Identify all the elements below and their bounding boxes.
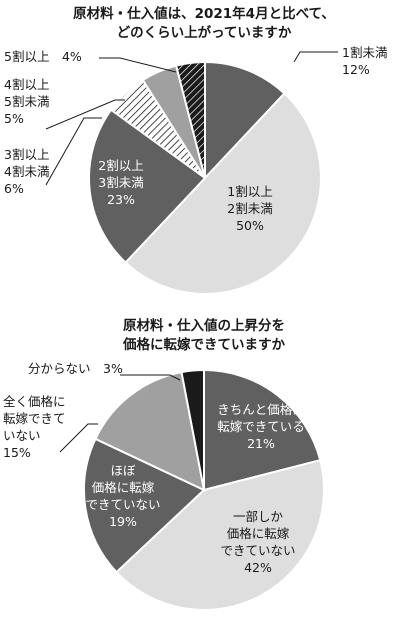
chart-1-label-3-line-3: 23%: [107, 192, 135, 207]
chart-1-title-line-1: 原材料・仕入値は、2021年4月と比べて、: [73, 5, 335, 22]
chart-2-leader-lines: [59, 374, 181, 453]
chart-2-label-1-line-3: 21%: [247, 436, 275, 451]
chart-2-slice-2: [115, 458, 325, 611]
chart-1-slice-2: [124, 92, 322, 295]
chart-2-slice-1: [203, 368, 322, 492]
chart-2-title-line-1: 原材料・仕入値の上昇分を: [123, 317, 285, 334]
chart-1-labels: 1割未満 12% 1割以上 2割未満 50% 2割以上 3割未満 23% 3割以上 4割未満 6% 4…: [4, 45, 387, 233]
chart-1-slice-1: [204, 60, 286, 181]
chart-1-label-5-line-3: 5%: [4, 111, 24, 126]
chart-2-label-3-line-2: 価格に転嫁: [92, 480, 155, 495]
chart-1-slice-6: [174, 60, 206, 179]
chart-1-leader-lines: [45, 51, 338, 186]
chart-1-label-4-line-3: 6%: [4, 181, 24, 196]
chart-1-leader-4: [45, 117, 102, 186]
chart-1-leader-6: [99, 57, 177, 73]
chart-2-leader-4: [59, 423, 98, 453]
chart-1-label-3-line-2: 3割未満: [98, 175, 143, 190]
chart-2-label-4-line-2: 転嫁できて: [3, 411, 66, 426]
chart-2-label-3-line-4: 19%: [109, 514, 137, 529]
chart-1-slice-3: [88, 108, 207, 264]
chart-2-label-3-line-1: ほぼ: [110, 463, 136, 478]
chart-1-slices: [88, 60, 322, 295]
chart-1-title-line-2: どのくらい上がっていますか: [117, 24, 292, 41]
chart-1-label-2-line-1: 1割以上: [227, 184, 272, 199]
chart-1-label-6: 5割以上 4%: [4, 49, 82, 64]
chart-1-label-5-line-2: 5割未満: [4, 94, 49, 109]
chart-2-label-4-line-3: いない: [3, 428, 41, 443]
chart-1-label-5-line-1: 4割以上: [4, 77, 49, 92]
chart-1-label-2-line-3: 50%: [236, 218, 264, 233]
chart-1-label-1-line-1: 1割未満: [342, 45, 387, 60]
chart-2-label-2-line-2: 価格に転嫁: [227, 526, 290, 541]
chart-2-label-1-line-2: 転嫁できている: [217, 419, 305, 434]
chart-2-title-line-2: 価格に転嫁できていますか: [122, 336, 285, 353]
chart-1-leader-1: [293, 51, 338, 63]
chart-2: 原材料・仕入値の上昇分を 価格に転嫁できていますか きちんと価格に転嫁できている…: [3, 317, 325, 611]
chart-2-slice-3: [83, 437, 206, 574]
chart-2-label-2-line-4: 42%: [244, 560, 272, 575]
chart-2-label-4-line-1: 全く価格に: [3, 394, 66, 409]
chart-1-label-1-line-2: 12%: [342, 62, 370, 77]
chart-2-label-2-line-1: 一部しか: [233, 509, 284, 524]
chart-2-slice-4: [94, 370, 206, 492]
chart-2-label-2-line-3: できていない: [220, 543, 295, 558]
chart-1-label-4-line-2: 4割未満: [4, 164, 49, 179]
chart-2-label-5: 分からない 3%: [28, 361, 123, 376]
chart-1-label-3-line-1: 2割以上: [98, 158, 143, 173]
chart-2-label-3-line-3: できていない: [85, 497, 160, 512]
chart-1-leader-5: [45, 99, 125, 130]
chart-1-label-2-line-2: 2割未満: [227, 201, 272, 216]
chart-2-labels: きちんと価格に転嫁できている21%一部しか価格に転嫁できていない42%ほぼ価格に…: [3, 361, 305, 575]
chart-2-slices: [83, 368, 325, 611]
chart-2-label-4-line-4: 15%: [3, 445, 31, 460]
chart-1: 原材料・仕入値は、2021年4月と比べて、 どのくらい上がっていますか 1割未満…: [4, 5, 387, 295]
chart-2-slice-5: [180, 368, 205, 491]
chart-2-leader-5: [120, 374, 181, 381]
chart-2-label-1-line-1: きちんと価格に: [217, 402, 305, 417]
chart-1-label-4-line-1: 3割以上: [4, 147, 49, 162]
